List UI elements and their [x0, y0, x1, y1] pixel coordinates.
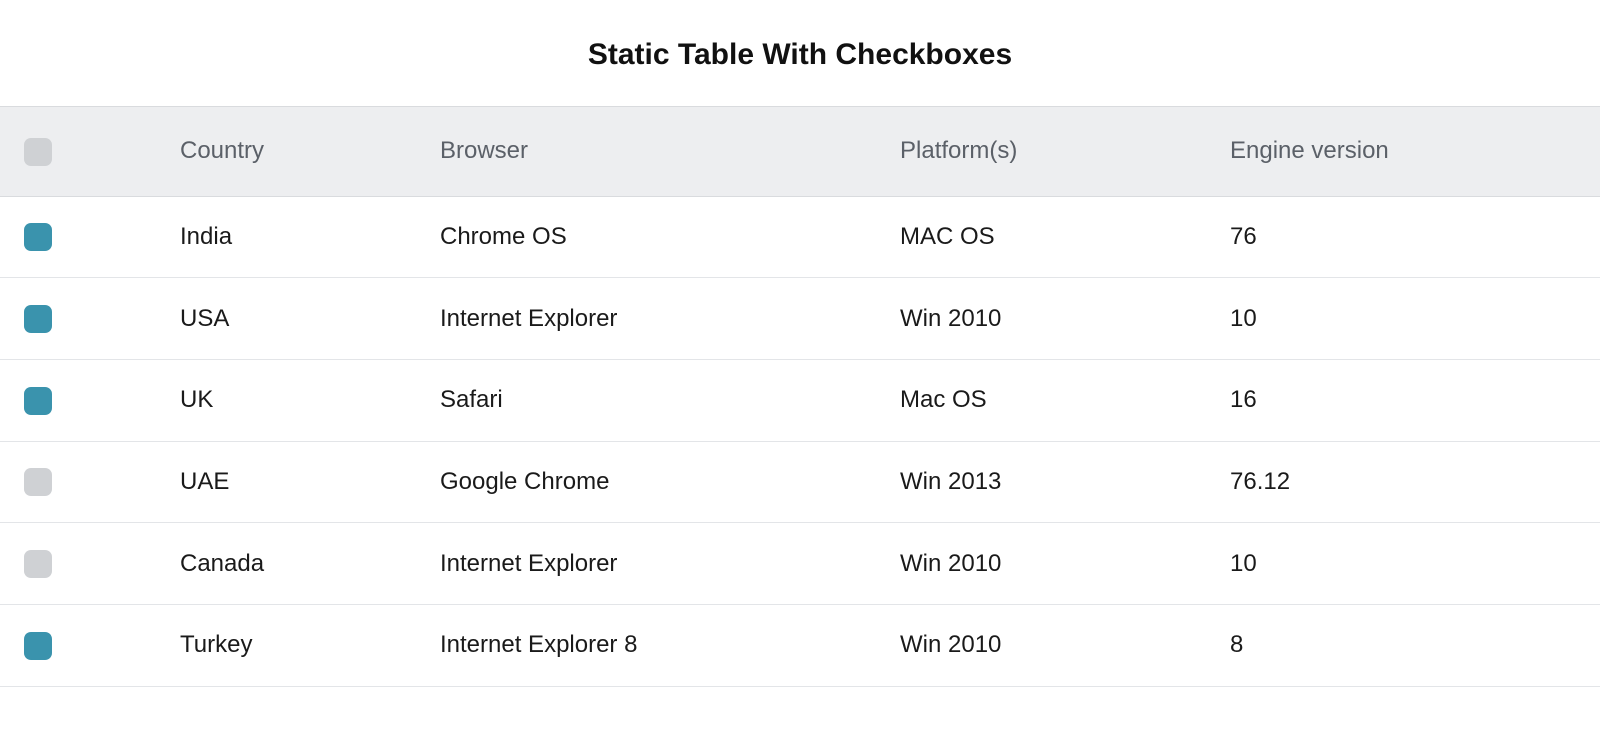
table-row: IndiaChrome OSMAC OS76: [0, 196, 1600, 278]
cell-platform: Win 2010: [900, 278, 1230, 360]
cell-platform: Win 2010: [900, 523, 1230, 605]
column-header-country: Country: [180, 107, 440, 197]
row-checkbox[interactable]: [24, 632, 52, 660]
cell-engine-version: 76.12: [1230, 441, 1600, 523]
page-title: Static Table With Checkboxes: [0, 0, 1600, 106]
cell-engine-version: 8: [1230, 604, 1600, 686]
cell-platform: MAC OS: [900, 196, 1230, 278]
cell-browser: Internet Explorer 8: [440, 604, 900, 686]
select-all-checkbox[interactable]: [24, 138, 52, 166]
row-checkbox[interactable]: [24, 223, 52, 251]
column-header-engine-version: Engine version: [1230, 107, 1600, 197]
row-checkbox[interactable]: [24, 305, 52, 333]
cell-engine-version: 16: [1230, 359, 1600, 441]
cell-country: UAE: [180, 441, 440, 523]
row-checkbox[interactable]: [24, 550, 52, 578]
cell-engine-version: 10: [1230, 523, 1600, 605]
cell-country: Turkey: [180, 604, 440, 686]
table-body: IndiaChrome OSMAC OS76USAInternet Explor…: [0, 196, 1600, 686]
data-table: Country Browser Platform(s) Engine versi…: [0, 106, 1600, 687]
cell-platform: Win 2010: [900, 604, 1230, 686]
cell-browser: Chrome OS: [440, 196, 900, 278]
table-row: TurkeyInternet Explorer 8Win 20108: [0, 604, 1600, 686]
cell-engine-version: 10: [1230, 278, 1600, 360]
column-header-browser: Browser: [440, 107, 900, 197]
cell-browser: Safari: [440, 359, 900, 441]
table-header-row: Country Browser Platform(s) Engine versi…: [0, 107, 1600, 197]
table-row: CanadaInternet ExplorerWin 201010: [0, 523, 1600, 605]
cell-browser: Internet Explorer: [440, 278, 900, 360]
cell-browser: Google Chrome: [440, 441, 900, 523]
cell-country: Canada: [180, 523, 440, 605]
cell-platform: Mac OS: [900, 359, 1230, 441]
cell-country: India: [180, 196, 440, 278]
cell-platform: Win 2013: [900, 441, 1230, 523]
cell-country: USA: [180, 278, 440, 360]
column-header-platform: Platform(s): [900, 107, 1230, 197]
table-row: UAEGoogle ChromeWin 201376.12: [0, 441, 1600, 523]
row-checkbox[interactable]: [24, 387, 52, 415]
cell-country: UK: [180, 359, 440, 441]
table-row: UKSafariMac OS16: [0, 359, 1600, 441]
cell-browser: Internet Explorer: [440, 523, 900, 605]
row-checkbox[interactable]: [24, 468, 52, 496]
cell-engine-version: 76: [1230, 196, 1600, 278]
table-row: USAInternet ExplorerWin 201010: [0, 278, 1600, 360]
